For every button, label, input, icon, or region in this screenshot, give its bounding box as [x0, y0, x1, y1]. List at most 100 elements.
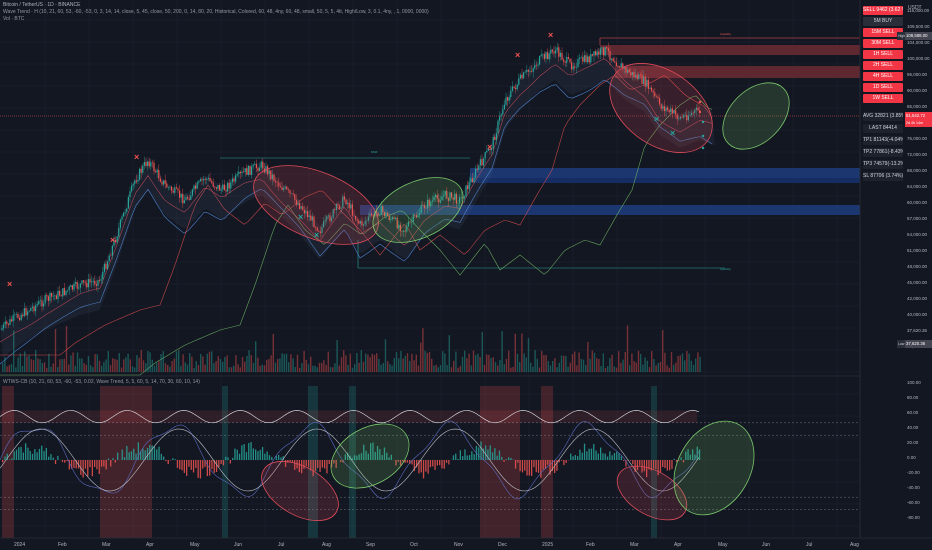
osc-histogram-bar: [620, 456, 622, 460]
candle-body: [151, 162, 153, 163]
time-axis-label: May: [190, 542, 200, 548]
candle-body: [169, 186, 171, 188]
volume-bar: [554, 358, 556, 372]
osc-histogram-bar: [264, 453, 266, 460]
price-axis-label: 68,000.00: [907, 168, 928, 173]
oscillator-legend[interactable]: WTWS-CB (10, 21, 60, 53, -60, -53, 0.02,…: [3, 379, 200, 385]
signal-row[interactable]: 1D SELL: [863, 83, 903, 92]
candle-body: [559, 52, 561, 57]
candle-body: [185, 196, 187, 201]
signal-dot: [698, 100, 702, 104]
osc-histogram-bar: [549, 460, 551, 475]
candle-body: [515, 87, 517, 90]
candle-body: [407, 221, 409, 227]
candle-body: [372, 215, 374, 217]
volume-bar: [499, 360, 501, 372]
volume-bar: [281, 353, 283, 372]
volume-bar: [178, 350, 180, 372]
osc-histogram-bar: [43, 451, 45, 460]
indicator-settings[interactable]: Wave Trend · H (10, 21, 60, 53, -60, -53…: [3, 9, 429, 15]
volume-bar: [582, 359, 585, 372]
candle-body: [651, 87, 653, 91]
candle-body: [510, 90, 512, 98]
volume-bar: [340, 357, 343, 372]
price-axis-label: 100,000.00: [907, 56, 930, 61]
candle-body: [116, 236, 118, 243]
candle-body: [537, 64, 539, 66]
volume-bar: [180, 365, 182, 372]
osc-axis[interactable]: 100.00 80.00 60.00 40.00 20.00 0.00 -20.00 -40.…: [907, 380, 921, 520]
candle-body: [324, 219, 326, 222]
candle-body: [100, 279, 102, 281]
candle-body: [369, 213, 371, 217]
osc-histogram-bar: [445, 460, 448, 463]
volume-bar: [105, 359, 107, 372]
ellipse-green-1: [372, 177, 464, 243]
sell-badge[interactable]: SELL 9462 (3.62 %): [863, 6, 903, 15]
signal-row[interactable]: 15M SELL: [863, 28, 903, 37]
osc-histogram-bar: [282, 456, 284, 460]
osc-histogram-bar: [271, 456, 273, 460]
osc-histogram-bar: [91, 460, 93, 477]
volume-bar: [140, 350, 142, 372]
candle-body: [647, 79, 649, 89]
osc-histogram-bar: [243, 444, 245, 460]
candle-body: [366, 220, 368, 222]
volume-bar: [475, 355, 477, 372]
volume-bar: [640, 353, 642, 372]
demand-zone-2: [360, 205, 860, 215]
candle-body: [123, 212, 125, 217]
volume-bar: [127, 353, 129, 372]
volume-bar: [76, 352, 79, 372]
candle-body: [300, 206, 302, 209]
osc-histogram-bar: [188, 460, 190, 467]
candle-body: [222, 184, 224, 190]
signal-row[interactable]: 1W SELL: [863, 94, 903, 103]
osc-histogram-bar: [98, 460, 100, 475]
osc-histogram-bar: [167, 460, 169, 465]
candle-body: [439, 200, 441, 203]
signal-row[interactable]: 4H SELL: [863, 72, 903, 81]
osc-histogram-bar: [406, 460, 409, 463]
time-axis[interactable]: 2024 Feb Mar Apr May Jun Jul Aug Sep Oct Nov Dec 202…: [14, 542, 859, 548]
signal-x-marker: ×: [7, 279, 12, 289]
osc-histogram-bar: [602, 453, 604, 460]
osc-histogram-bar: [324, 460, 326, 469]
volume-bar: [398, 358, 400, 372]
candle-body: [563, 59, 565, 62]
signal-row[interactable]: 2H SELL: [863, 61, 903, 70]
candle-body: [587, 56, 589, 63]
candle-body: [38, 301, 40, 305]
candle-body: [142, 165, 144, 173]
liquidity-top-label: Liquidity: [720, 32, 732, 36]
volume-bar: [563, 355, 565, 372]
symbol-title[interactable]: Bitcoin / TetherUS · 1D · BINANCE: [3, 2, 81, 8]
candle-body: [177, 188, 179, 191]
osc-histogram-bar: [259, 449, 261, 460]
osc-histogram-bar: [441, 460, 443, 469]
volume-legend[interactable]: Vol · BTC: [3, 16, 25, 22]
volume-bar: [6, 366, 8, 372]
osc-histogram-bar: [296, 460, 298, 469]
osc-histogram-bar: [675, 460, 678, 462]
candle-body: [231, 178, 233, 183]
candle-body: [574, 66, 576, 68]
volume-bar: [314, 365, 316, 372]
osc-histogram-bar: [577, 456, 579, 460]
signal-row[interactable]: 30M SELL: [863, 39, 903, 48]
volume-bar: [692, 364, 695, 372]
signal-row[interactable]: 1H SELL: [863, 50, 903, 59]
osc-histogram-bar: [579, 449, 581, 460]
volume-bar: [279, 358, 281, 372]
price-axis[interactable]: 116,000.00 109,500.00 104,000.00 100,000.00…: [907, 8, 930, 349]
candle-body: [153, 162, 155, 172]
candle-body: [417, 215, 419, 218]
osc-histogram-bar: [151, 445, 153, 460]
volume-bar: [164, 363, 167, 372]
candle-body: [275, 180, 277, 183]
osc-histogram-bar: [156, 449, 158, 460]
candle-body: [246, 168, 248, 175]
candle-body: [361, 221, 363, 226]
osc-histogram-bar: [418, 460, 420, 474]
